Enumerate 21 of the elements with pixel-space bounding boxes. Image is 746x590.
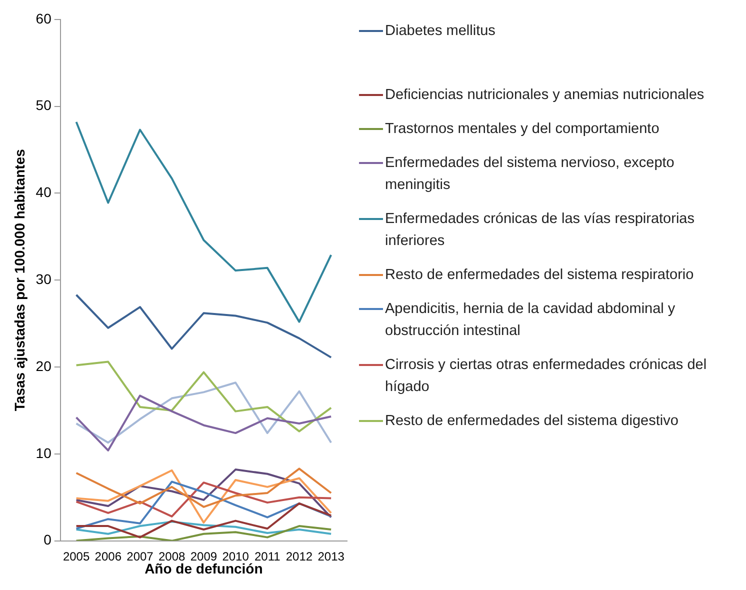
legend-label: Apendicitis, hernia de la cavidad abdominal y obstrucción intestinal [385,300,676,341]
x-tick-label: 2013 [318,549,345,564]
legend-label: Resto de enfermedades del sistema respiratorio [385,266,695,285]
y-tick-label: 30 [36,270,52,287]
x-tick-label: 2012 [286,549,313,564]
legend-label: Enfermedades del sistema nervioso, excepto meningitis [385,154,676,195]
y-tick-label: 0 [44,532,52,548]
x-tick-label: 2005 [62,549,90,564]
y-tick-label: 10 [36,444,52,461]
legend-label: Diabetes mellitus [385,22,496,41]
x-tick-label: 2006 [94,549,122,564]
y-tick-label: 50 [36,97,52,114]
legend-label: Deficiencias nutricionales y anemias nutricionales [385,86,706,105]
y-tick-label: 60 [36,10,52,26]
legend-label: Cirrosis y ciertas otras enfermedades crónicas del hígado [385,356,708,397]
y-axis-title: Tasas ajustadas por 100.000 habitantes [11,148,28,412]
legend-label: Resto de enfermedades del sistema digestivo [385,412,680,431]
y-tick-label: 40 [36,184,52,200]
legend-label: Enfermedades crónicas de las vías respiratorias inferiores [385,210,696,251]
legend-label: Trastornos mentales y del comportamiento [385,120,660,139]
y-tick-label: 20 [36,358,52,374]
